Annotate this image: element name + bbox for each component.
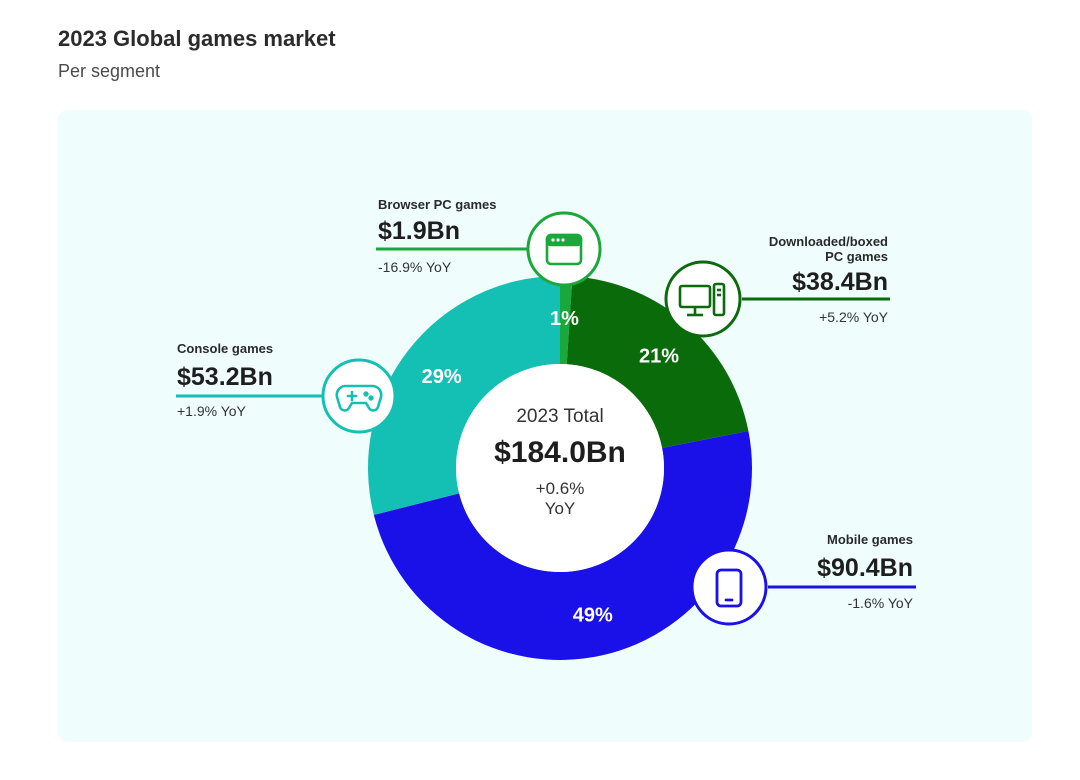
segment-name-browser: Browser PC games (378, 197, 497, 212)
segment-yoy-console: +1.9% YoY (177, 403, 247, 419)
donut-center-hole (456, 364, 664, 572)
center-total-value: $184.0Bn (494, 436, 626, 469)
label-downloaded: Downloaded/boxed PC games $38.4Bn +5.2% … (769, 234, 889, 325)
share-label-browser: 1% (550, 308, 579, 330)
share-label-downloaded: 21% (639, 345, 679, 367)
center-label: 2023 Total (516, 406, 603, 427)
segment-yoy-mobile: -1.6% YoY (848, 595, 914, 611)
donut-slice-downloaded (566, 276, 749, 448)
downloaded-badge (664, 260, 742, 338)
segment-name-console: Console games (177, 341, 273, 356)
label-console: Console games $53.2Bn +1.9% YoY (177, 341, 273, 419)
segment-revenue-mobile: $90.4Bn (817, 554, 913, 582)
center-change-unit: YoY (545, 499, 576, 518)
mobile-badge (690, 548, 768, 626)
share-label-console: 29% (422, 366, 462, 388)
browser-window-icon (545, 233, 583, 266)
donut-slice-browser (560, 276, 573, 365)
chart-title: 2023 Global games market (58, 26, 336, 51)
segment-yoy-browser: -16.9% YoY (378, 259, 452, 275)
segment-name-mobile: Mobile games (827, 532, 913, 547)
segment-name-downloaded-line1: Downloaded/boxed (769, 234, 888, 249)
smartphone-icon (715, 568, 743, 608)
donut-slice-mobile (373, 431, 752, 660)
segment-revenue-downloaded: $38.4Bn (792, 268, 888, 296)
share-label-mobile: 49% (573, 604, 613, 626)
leader-lines (176, 247, 916, 589)
share-labels: 1% 21% 49% 29% (422, 308, 680, 626)
label-mobile: Mobile games $90.4Bn -1.6% YoY (817, 532, 914, 611)
console-badge (321, 358, 397, 434)
donut-slice-console (367, 276, 560, 515)
segment-name-downloaded-line2: PC games (825, 249, 888, 264)
segment-yoy-downloaded: +5.2% YoY (819, 309, 889, 325)
gamepad-icon (335, 384, 383, 412)
desktop-pc-icon (678, 282, 726, 317)
label-browser: Browser PC games $1.9Bn -16.9% YoY (378, 197, 497, 275)
chart-subtitle: Per segment (58, 61, 161, 81)
donut-slices (367, 276, 752, 660)
center-change: +0.6% (536, 479, 585, 498)
center-summary: 2023 Total $184.0Bn +0.6% YoY (494, 406, 626, 518)
segment-revenue-console: $53.2Bn (177, 363, 273, 391)
browser-badge (526, 211, 602, 287)
segment-revenue-browser: $1.9Bn (378, 217, 460, 245)
